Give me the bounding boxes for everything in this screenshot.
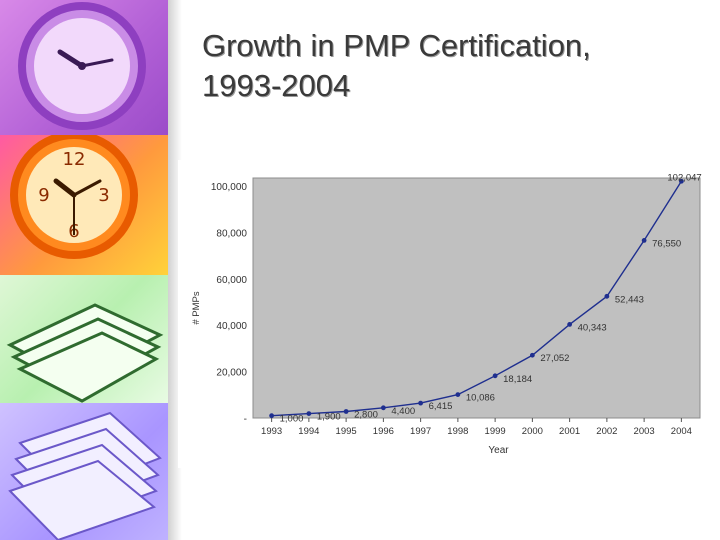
data-point [641, 238, 647, 243]
x-tick-label: 1998 [447, 426, 468, 437]
y-tick-label: 40,000 [216, 321, 247, 332]
data-label: 102,047 [667, 172, 701, 183]
slide-title-line-2: 1993-2004 [202, 68, 351, 103]
svg-text:3: 3 [98, 185, 109, 206]
data-point [529, 352, 535, 358]
series-line [271, 180, 682, 417]
svg-text:12: 12 [63, 149, 86, 170]
data-label: 1,900 [317, 412, 341, 423]
data-point [269, 413, 275, 419]
data-label: 1,000 [280, 414, 304, 425]
data-point [418, 400, 424, 406]
data-point [306, 411, 312, 416]
x-tick-label: 1993 [261, 426, 282, 437]
data-point [455, 392, 461, 398]
slide-title: Growth in PMP Certification, 1993-2004 [202, 26, 702, 106]
x-tick-label: 2004 [671, 426, 692, 437]
decorative-image-strip: 12 3 6 9 [0, 0, 168, 540]
x-tick-label: 2001 [559, 426, 580, 437]
y-tick-label: 80,000 [216, 228, 247, 239]
x-axis-title: Year [488, 445, 509, 456]
x-tick-label: 2003 [634, 426, 655, 437]
orange-clock-image: 12 3 6 9 [0, 135, 168, 275]
data-label: 4,400 [391, 406, 415, 417]
chart-svg: - 20,000 40,000 60,000 80,000 100,000 1993 1994… [191, 172, 702, 456]
y-tick-label: 100,000 [211, 182, 248, 193]
data-label: 27,052 [540, 353, 569, 364]
slide-title-line-1: Growth in PMP Certification, [202, 28, 591, 63]
data-label: 52,443 [615, 294, 644, 305]
green-papers-image [0, 275, 168, 403]
data-label: 2,800 [354, 410, 378, 421]
data-label: 18,184 [503, 374, 532, 385]
x-tick-label: 2000 [522, 426, 543, 437]
x-tick-label: 1995 [336, 426, 357, 437]
x-tick-label: 1994 [298, 426, 319, 437]
data-point [604, 293, 610, 299]
y-tick-label: - [244, 414, 247, 425]
pmp-growth-chart: - 20,000 40,000 60,000 80,000 100,000 1993 1994… [178, 160, 718, 468]
data-label: 76,550 [652, 238, 681, 249]
x-tick-label: 1996 [373, 426, 394, 437]
svg-text:9: 9 [38, 185, 49, 206]
data-point [678, 178, 684, 184]
data-label: 40,343 [578, 322, 607, 333]
purple-papers-image [0, 403, 168, 540]
data-point [492, 373, 498, 379]
y-axis-title: # PMPs [191, 291, 202, 325]
data-point [567, 322, 573, 327]
x-tick-label: 1997 [410, 426, 431, 437]
data-label: 6,415 [429, 401, 453, 412]
x-tick-label: 1999 [485, 426, 506, 437]
y-tick-label: 60,000 [216, 275, 247, 286]
purple-clock-image [0, 0, 168, 135]
x-tick-label: 2002 [596, 426, 617, 437]
y-tick-label: 20,000 [216, 368, 247, 379]
data-point [380, 405, 386, 411]
data-point [343, 409, 349, 414]
plot-area [252, 177, 701, 419]
data-label: 10,086 [466, 393, 495, 404]
